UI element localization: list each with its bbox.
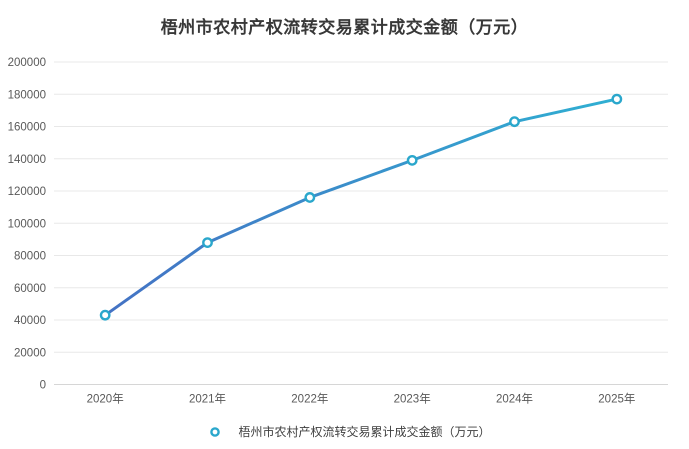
data-point[interactable] [99,309,111,321]
y-tick-label: 120000 [8,186,46,198]
x-tick-label: 2022年 [291,392,328,406]
x-tick-label: 2021年 [189,392,226,406]
chart-title: 梧州市农村产权流转交易累计成交金额（万元） [160,18,529,37]
legend-item[interactable]: 梧州市农村产权流转交易累计成交金额（万元） [0,423,689,440]
x-tick-label: 2025年 [598,392,635,406]
data-point[interactable] [509,116,520,128]
y-tick-label: 20000 [14,347,46,359]
y-tick-label: 180000 [8,89,46,101]
data-point[interactable] [611,93,623,105]
data-point[interactable] [202,237,213,249]
x-tick-label: 2020年 [87,392,124,406]
legend-label: 梧州市农村产权流转交易累计成交金额（万元） [238,425,491,439]
y-tick-label: 60000 [14,283,46,295]
data-point[interactable] [406,154,418,166]
legend-line-marker-icon [198,426,233,437]
y-tick-label: 0 [40,380,46,392]
y-tick-label: 40000 [14,315,46,327]
x-tick-label: 2024年 [496,392,533,406]
y-tick-label: 160000 [8,122,46,134]
y-tick-label: 100000 [8,218,46,230]
series-line [103,97,619,317]
x-tick-label: 2023年 [394,392,431,406]
y-tick-label: 200000 [8,57,46,69]
y-tick-label: 80000 [14,251,46,263]
data-point[interactable] [304,192,316,203]
y-tick-label: 140000 [8,154,46,166]
